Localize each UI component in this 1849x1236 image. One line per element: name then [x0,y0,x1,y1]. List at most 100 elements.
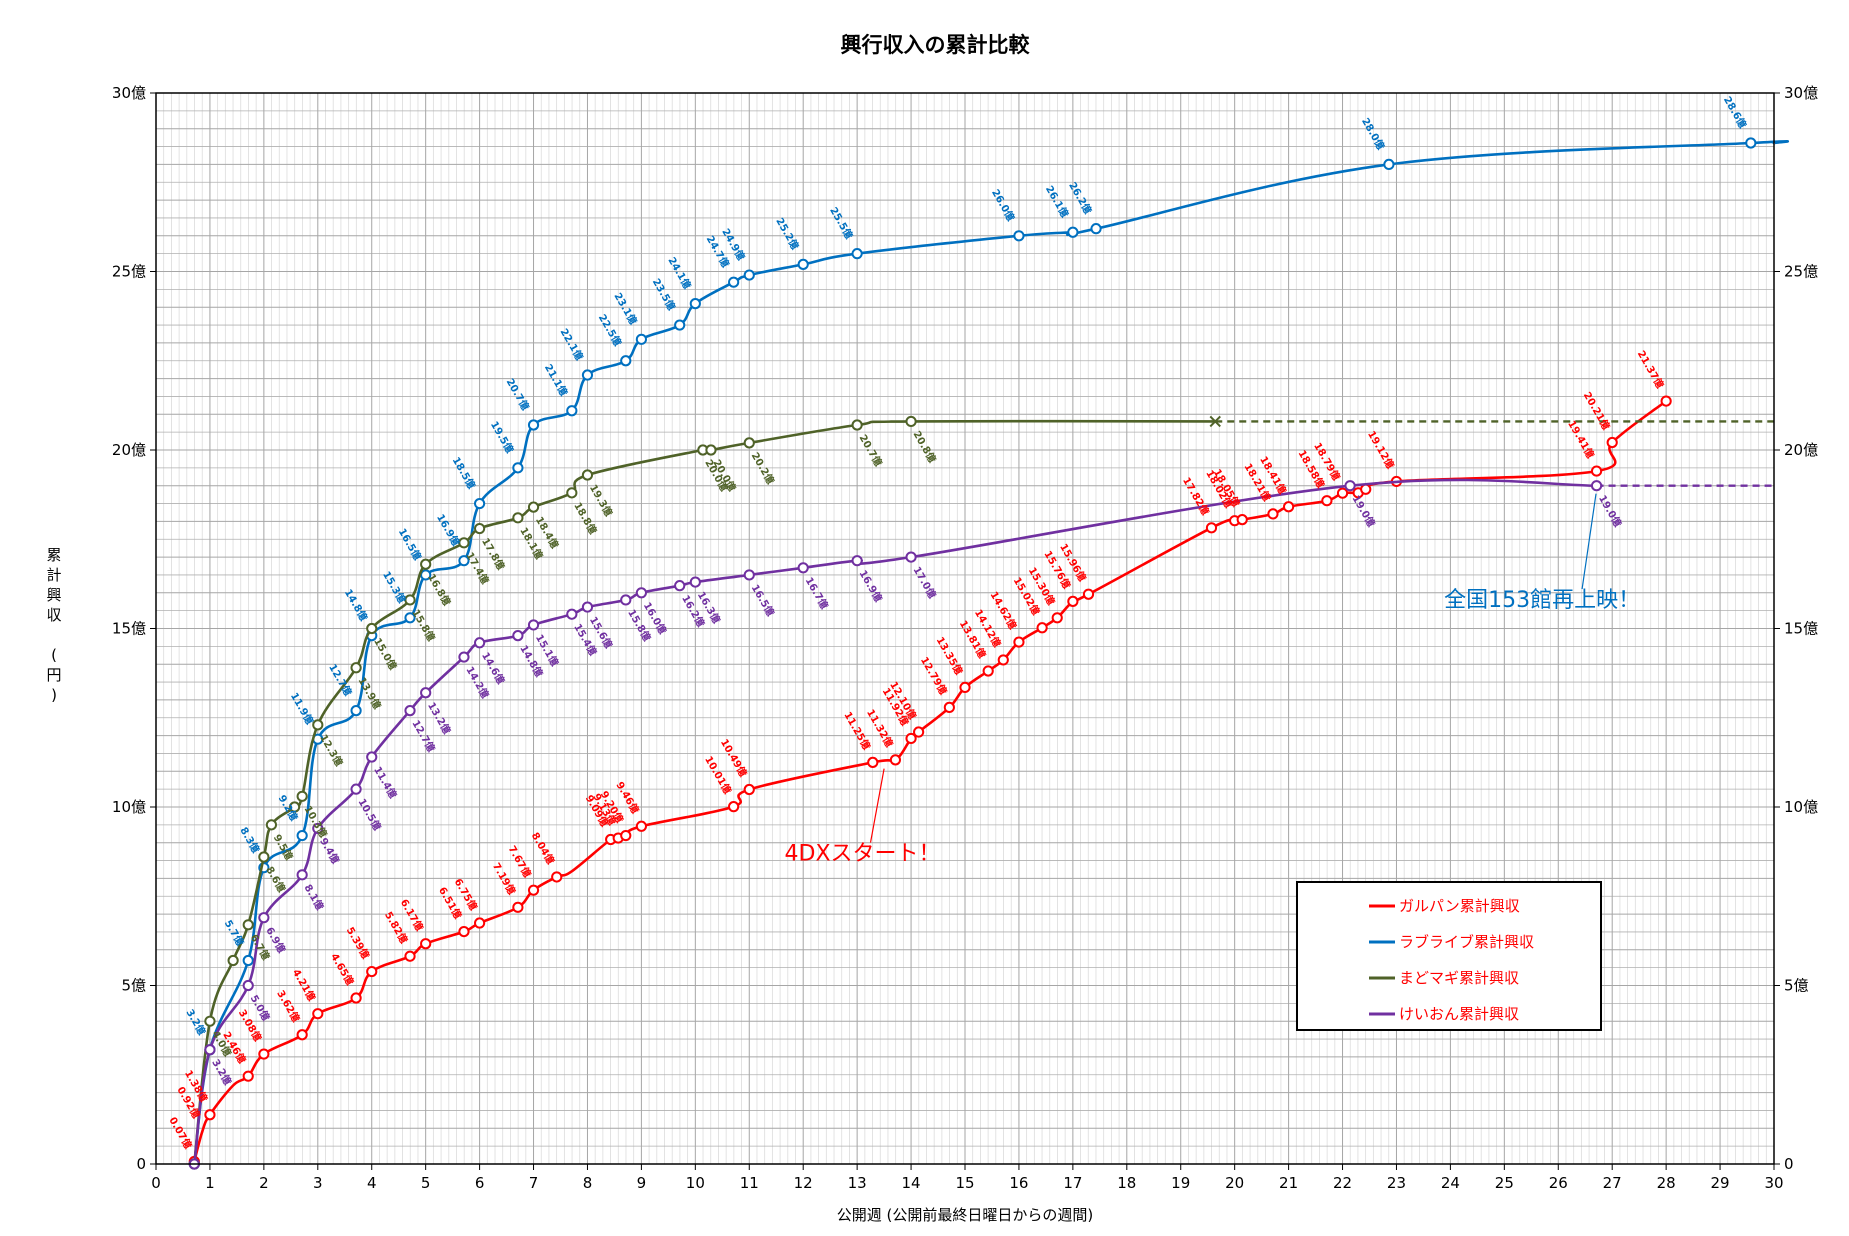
y-tick-label-right: 5億 [1784,977,1809,995]
series-3 [188,478,1774,1170]
chart-title: 興行収入の累計比較 [841,33,1031,57]
data-point-marker [867,756,879,768]
x-tick-label: 29 [1711,1174,1730,1192]
x-tick-label: 1 [205,1174,215,1192]
data-point-marker [581,469,594,481]
data-label: 3.62億 [274,988,303,1025]
data-point-marker [905,551,917,563]
data-label: 12.3億 [317,732,346,769]
data-point-marker [420,558,432,570]
data-point-marker [728,801,740,813]
annotations: 4DXスタート！ 全国153館再上映！ [785,493,1640,867]
data-point-marker [635,333,648,345]
data-label: 15.0億 [371,636,400,673]
x-tick-label: 11 [740,1174,759,1192]
data-point-marker [474,917,486,929]
data-label: 9.4億 [317,835,342,866]
data-point-marker [512,512,524,524]
annotation-pointer [869,768,885,843]
data-point-marker [404,705,416,717]
data-point-marker [705,444,717,456]
legend-label: けいおん累計興収 [1399,1005,1519,1023]
data-point-marker [227,954,239,967]
y-tick-label-left: 30億 [112,84,146,102]
data-point-marker [265,819,278,831]
data-point-marker [458,555,470,567]
data-point-marker [1067,226,1079,238]
data-point-marker [997,654,1009,666]
data-point-marker [512,462,524,474]
y-tick-label-left: 15億 [112,620,146,638]
x-tick-label: 16 [1009,1174,1028,1192]
annotation-text: 全国153館再上映！ [1444,588,1640,613]
data-point-marker [1082,588,1095,600]
data-label: 14.6億 [479,650,508,687]
series-end-cross [1209,415,1221,428]
y-tick-label-left: 0 [136,1155,146,1173]
x-tick-label: 10 [686,1174,705,1192]
x-tick-label: 22 [1333,1174,1352,1192]
data-point-marker [312,822,324,835]
data-point-marker [474,637,486,649]
data-point-marker [366,965,378,978]
x-tick-label: 21 [1279,1174,1298,1192]
data-point-marker [581,601,594,613]
data-point-marker [566,608,578,620]
series-0 [188,395,1672,1168]
data-point-marker [1067,595,1079,607]
data-label: 11.4億 [371,764,400,801]
data-point-marker [474,522,486,535]
data-label: 12.7億 [326,662,355,699]
data-label: 4.21億 [290,967,319,1004]
legend-label: まどマギ累計興収 [1399,969,1519,987]
x-tick-label: 13 [848,1174,867,1192]
data-point-marker [1013,636,1025,648]
data-point-marker [296,790,308,802]
data-label: 8.6億 [263,864,288,895]
x-tick-label: 6 [475,1174,485,1192]
data-point-marker [1660,395,1672,407]
data-point-marker [350,992,362,1004]
data-point-marker [404,612,416,624]
data-point-marker [204,1109,216,1121]
data-point-marker [366,751,378,763]
data-point-marker [674,580,686,592]
data-point-marker [905,415,917,428]
data-point-marker [728,276,740,288]
y-tick-label-right: 10億 [1784,798,1818,816]
data-point-marker [527,419,540,431]
x-tick-label: 30 [1764,1174,1783,1192]
data-point-marker [512,901,524,913]
data-point-marker [743,783,755,796]
x-tick-label: 4 [367,1174,377,1192]
data-point-marker [474,497,486,510]
series-line [193,419,1216,1165]
data-point-marker [458,537,470,549]
data-point-marker [512,630,524,642]
data-point-marker [366,622,378,635]
x-tick-label: 19 [1171,1174,1190,1192]
data-point-marker [242,979,254,992]
y-axis-label: 累計興収 (円) [46,546,61,704]
data-point-marker [296,869,308,881]
data-label: 8.1億 [302,882,327,913]
x-tick-label: 27 [1603,1174,1622,1192]
data-point-marker [889,754,902,766]
data-point-marker [566,487,578,499]
legend-label: ガルパン累計興収 [1399,897,1520,915]
data-point-marker [943,701,955,713]
data-point-marker [527,884,540,896]
data-label: 17.0億 [910,564,939,601]
data-point-marker [458,925,470,938]
data-point-marker [620,594,632,606]
data-point-marker [1590,465,1603,477]
data-point-marker [689,298,701,310]
data-point-marker [1336,487,1349,499]
data-point-marker [289,801,301,813]
data-point-marker [1344,480,1356,492]
data-point-marker [404,594,416,606]
data-point-marker [851,555,863,567]
data-point-marker [566,405,578,417]
